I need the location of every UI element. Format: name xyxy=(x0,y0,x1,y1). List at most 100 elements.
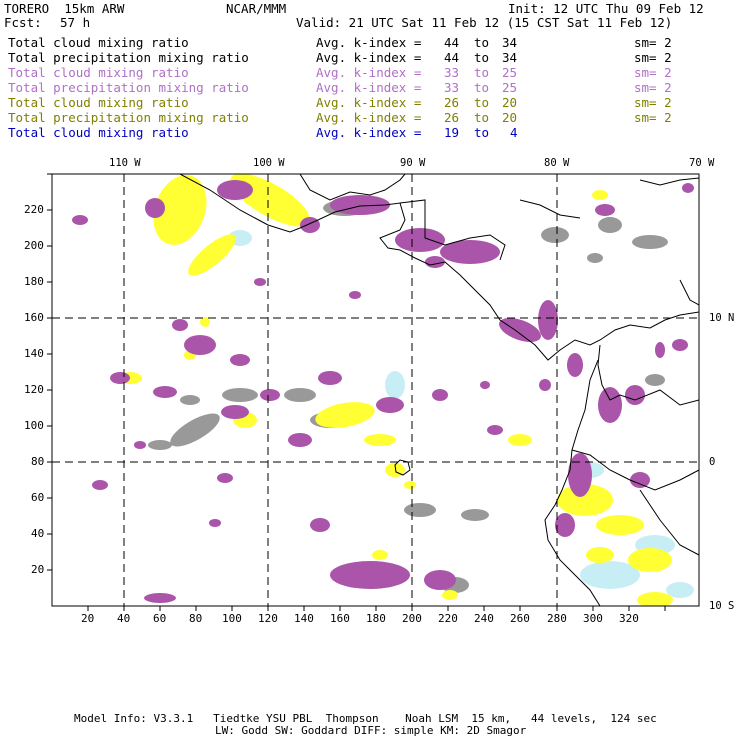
legend-sm: sm= 2 xyxy=(634,95,672,110)
light-blue-cloud-patch xyxy=(580,561,640,589)
legend-field: Total cloud mixing ratio xyxy=(8,35,189,50)
yellow-precip-patch xyxy=(592,190,608,200)
purple-cloud-patch xyxy=(595,204,615,216)
legend-to: 34 xyxy=(502,50,518,65)
yellow-precip-patch xyxy=(442,590,458,600)
purple-cloud-patch xyxy=(254,278,266,286)
x-tick-label: 120 xyxy=(258,612,278,625)
x-tick-label: 300 xyxy=(583,612,603,625)
y-tick-label: 100 xyxy=(24,419,44,432)
legend-field: Total precipitation mixing ratio xyxy=(8,80,249,95)
x-tick-label: 160 xyxy=(330,612,350,625)
lon-label: 90 W xyxy=(400,157,426,169)
yellow-precip-patch xyxy=(628,548,672,572)
y-tick-label: 180 xyxy=(24,275,44,288)
y-tick-marks xyxy=(47,173,52,571)
light-blue-cloud-patch xyxy=(385,371,405,399)
x-tick-marks xyxy=(87,606,666,611)
purple-cloud-patch xyxy=(567,353,583,377)
purple-cloud-patch xyxy=(217,473,233,483)
caribbean-coast xyxy=(679,279,699,306)
purple-cloud-patch xyxy=(480,381,490,389)
forecast-label: Fcst: xyxy=(4,15,42,30)
legend-to: 20 xyxy=(502,110,518,125)
purple-cloud-patch xyxy=(172,319,188,331)
legend-to: 4 xyxy=(510,125,518,140)
yellow-precip-patch xyxy=(372,550,388,560)
legend-field: Total cloud mixing ratio xyxy=(8,125,189,140)
y-tick-label: 60 xyxy=(31,491,45,504)
gray-cloud-patch xyxy=(170,413,220,447)
gray-cloud-features xyxy=(148,200,668,593)
coastlines xyxy=(179,174,699,606)
y-tick-label: 80 xyxy=(31,455,45,468)
purple-cloud-patch xyxy=(672,339,688,351)
gray-cloud-patch xyxy=(222,388,258,402)
light-blue-cloud-features xyxy=(228,206,694,598)
model-info-line1: Model Info: V3.3.1 Tiedtke YSU PBL Thomp… xyxy=(74,712,657,725)
light-blue-cloud-patch xyxy=(666,582,694,598)
cuba-coast xyxy=(519,199,581,219)
legend-to-word: to xyxy=(474,125,490,140)
gray-cloud-patch xyxy=(587,253,603,263)
legend-to-word: to xyxy=(474,95,490,110)
x-tick-label: 40 xyxy=(117,612,131,625)
yellow-precip-patch xyxy=(508,434,532,446)
purple-cloud-patch xyxy=(110,372,130,384)
lon-label: 70 W xyxy=(689,157,715,169)
x-tick-label: 320 xyxy=(619,612,639,625)
x-tick-label: 20 xyxy=(81,612,95,625)
graticule xyxy=(52,174,699,606)
purple-cloud-patch xyxy=(318,371,342,385)
purple-cloud-patch xyxy=(598,387,622,423)
legend-to-word: to xyxy=(474,80,490,95)
lat-label: 10 S xyxy=(709,600,735,612)
ecuador-peru-border xyxy=(571,449,699,491)
purple-cloud-patch xyxy=(425,256,445,268)
x-tick-label: 60 xyxy=(153,612,167,625)
legend-to: 34 xyxy=(502,35,518,50)
purple-cloud-patch xyxy=(217,180,253,200)
model-name: TORERO 15km ARW xyxy=(4,1,125,16)
x-tick-label: 200 xyxy=(402,612,422,625)
legend-to: 20 xyxy=(502,95,518,110)
purple-cloud-patch xyxy=(440,240,500,264)
y-tick-label: 140 xyxy=(24,347,44,360)
legend-to: 25 xyxy=(502,80,518,95)
legend-sm: sm= 2 xyxy=(634,50,672,65)
lon-label: 80 W xyxy=(544,157,570,169)
init-time: Init: 12 UTC Thu 09 Feb 12 xyxy=(508,1,704,16)
legend-to-word: to xyxy=(474,110,490,125)
legend-index: Avg. k-index = xyxy=(316,65,422,80)
purple-cloud-patch xyxy=(72,215,88,225)
purple-cloud-patch xyxy=(260,389,280,401)
yellow-precip-patch xyxy=(188,234,236,276)
yellow-precip-patch xyxy=(557,484,613,516)
purple-cloud-patch xyxy=(221,405,249,419)
purple-cloud-patch xyxy=(538,300,558,340)
purple-cloud-patch xyxy=(209,519,221,527)
purple-cloud-patch xyxy=(487,425,503,435)
yellow-precip-patch xyxy=(153,175,207,245)
purple-cloud-patch xyxy=(555,513,575,537)
legend-from: 33 xyxy=(444,65,460,80)
x-tick-label: 100 xyxy=(222,612,242,625)
legend-sm: sm= 2 xyxy=(634,35,672,50)
legend-field: Total cloud mixing ratio xyxy=(8,95,189,110)
legend-field: Total precipitation mixing ratio xyxy=(8,110,249,125)
gray-cloud-patch xyxy=(645,374,665,386)
map-frame xyxy=(51,173,700,607)
lon-label: 110 W xyxy=(109,157,141,169)
lon-label: 100 W xyxy=(253,157,285,169)
purple-cloud-patch xyxy=(92,480,108,490)
org-name: NCAR/MMM xyxy=(226,1,287,16)
x-tick-label: 140 xyxy=(294,612,314,625)
legend-field: Total precipitation mixing ratio xyxy=(8,50,249,65)
peru-brazil-border xyxy=(639,489,699,556)
purple-cloud-patch xyxy=(145,198,165,218)
pacific-coast-south-america xyxy=(544,359,601,606)
colombia-border xyxy=(597,344,699,406)
galapagos-island xyxy=(394,459,411,476)
valid-time: Valid: 21 UTC Sat 11 Feb 12 (15 CST Sat … xyxy=(296,15,673,30)
